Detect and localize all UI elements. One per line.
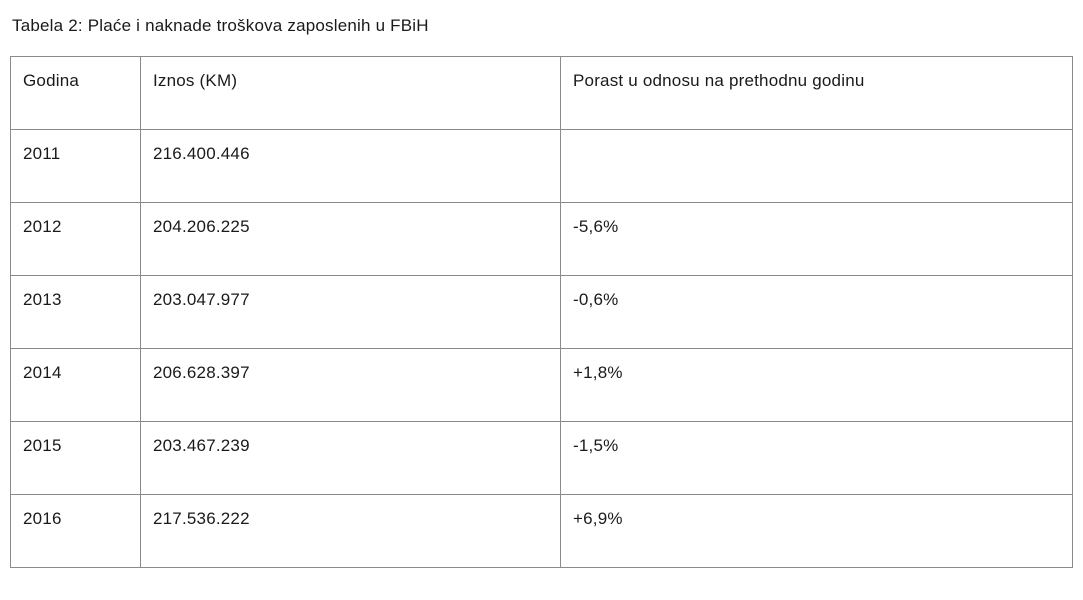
salaries-table: Godina Iznos (KM) Porast u odnosu na pre… xyxy=(10,56,1073,568)
cell-amount: 206.628.397 xyxy=(141,349,561,422)
table-header-row: Godina Iznos (KM) Porast u odnosu na pre… xyxy=(11,57,1073,130)
table-row: 2011 216.400.446 xyxy=(11,130,1073,203)
table-row: 2014 206.628.397 +1,8% xyxy=(11,349,1073,422)
cell-amount: 217.536.222 xyxy=(141,495,561,568)
table-row: 2016 217.536.222 +6,9% xyxy=(11,495,1073,568)
table-caption: Tabela 2: Plaće i naknade troškova zapos… xyxy=(12,16,1073,36)
cell-year: 2013 xyxy=(11,276,141,349)
cell-year: 2016 xyxy=(11,495,141,568)
cell-amount: 216.400.446 xyxy=(141,130,561,203)
col-header-amount: Iznos (KM) xyxy=(141,57,561,130)
cell-year: 2015 xyxy=(11,422,141,495)
cell-year: 2014 xyxy=(11,349,141,422)
cell-amount: 203.047.977 xyxy=(141,276,561,349)
table-row: 2015 203.467.239 -1,5% xyxy=(11,422,1073,495)
cell-change xyxy=(561,130,1073,203)
cell-change: -5,6% xyxy=(561,203,1073,276)
cell-year: 2011 xyxy=(11,130,141,203)
col-header-year: Godina xyxy=(11,57,141,130)
cell-change: +6,9% xyxy=(561,495,1073,568)
cell-change: +1,8% xyxy=(561,349,1073,422)
cell-change: -0,6% xyxy=(561,276,1073,349)
table-row: 2012 204.206.225 -5,6% xyxy=(11,203,1073,276)
cell-year: 2012 xyxy=(11,203,141,276)
cell-change: -1,5% xyxy=(561,422,1073,495)
cell-amount: 204.206.225 xyxy=(141,203,561,276)
table-row: 2013 203.047.977 -0,6% xyxy=(11,276,1073,349)
cell-amount: 203.467.239 xyxy=(141,422,561,495)
col-header-change: Porast u odnosu na prethodnu godinu xyxy=(561,57,1073,130)
